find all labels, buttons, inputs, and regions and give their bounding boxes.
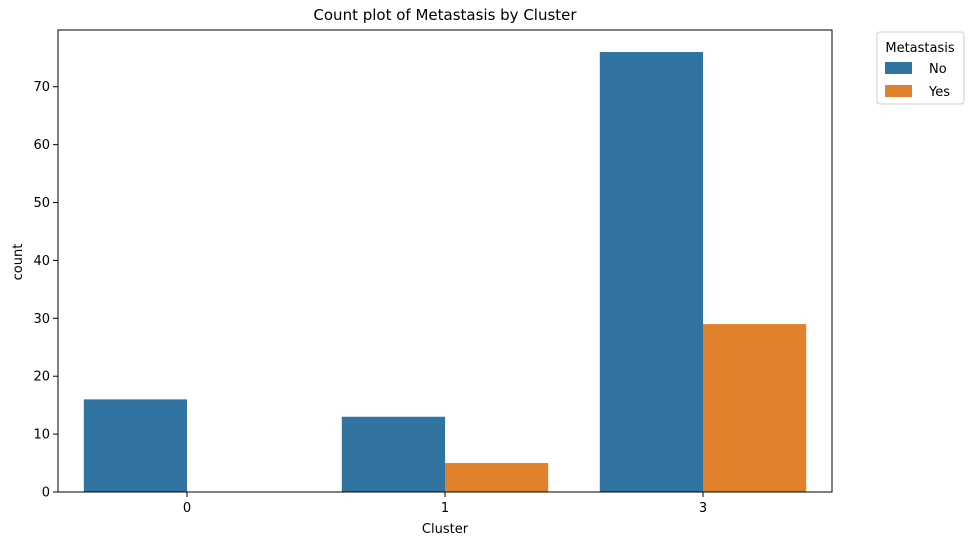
axes-group: 0 10 20 30 40 50 60 70 0 1 3	[33, 29, 833, 516]
bar-yes-cluster-1	[445, 463, 549, 492]
y-tick-label: 20	[33, 370, 50, 385]
x-axis-label: Cluster	[422, 522, 469, 537]
y-tick-label: 30	[33, 312, 50, 327]
y-tick-label: 10	[33, 428, 50, 443]
legend-label-yes: Yes	[928, 85, 950, 100]
x-tick-label: 1	[441, 501, 449, 516]
y-tick-label: 70	[33, 80, 50, 95]
bars-group	[83, 52, 807, 492]
legend-swatch-no	[885, 62, 912, 74]
y-tick-label: 60	[33, 138, 50, 153]
y-tick-label: 0	[42, 486, 50, 501]
chart-title: Count plot of Metastasis by Cluster	[313, 6, 577, 24]
legend-label-no: No	[929, 62, 947, 77]
legend-title: Metastasis	[885, 41, 954, 56]
x-tick-label: 0	[183, 501, 191, 516]
legend-swatch-yes	[885, 85, 912, 97]
legend: Metastasis No Yes	[876, 31, 965, 105]
bar-no-cluster-0	[83, 399, 187, 492]
x-tick-label: 3	[699, 501, 707, 516]
y-tick-label: 50	[33, 196, 50, 211]
y-axis-label: count	[11, 244, 26, 281]
bar-no-cluster-3	[599, 52, 703, 492]
bar-no-cluster-1	[341, 416, 445, 492]
y-tick-label: 40	[33, 254, 50, 269]
bar-yes-cluster-3	[703, 324, 807, 492]
